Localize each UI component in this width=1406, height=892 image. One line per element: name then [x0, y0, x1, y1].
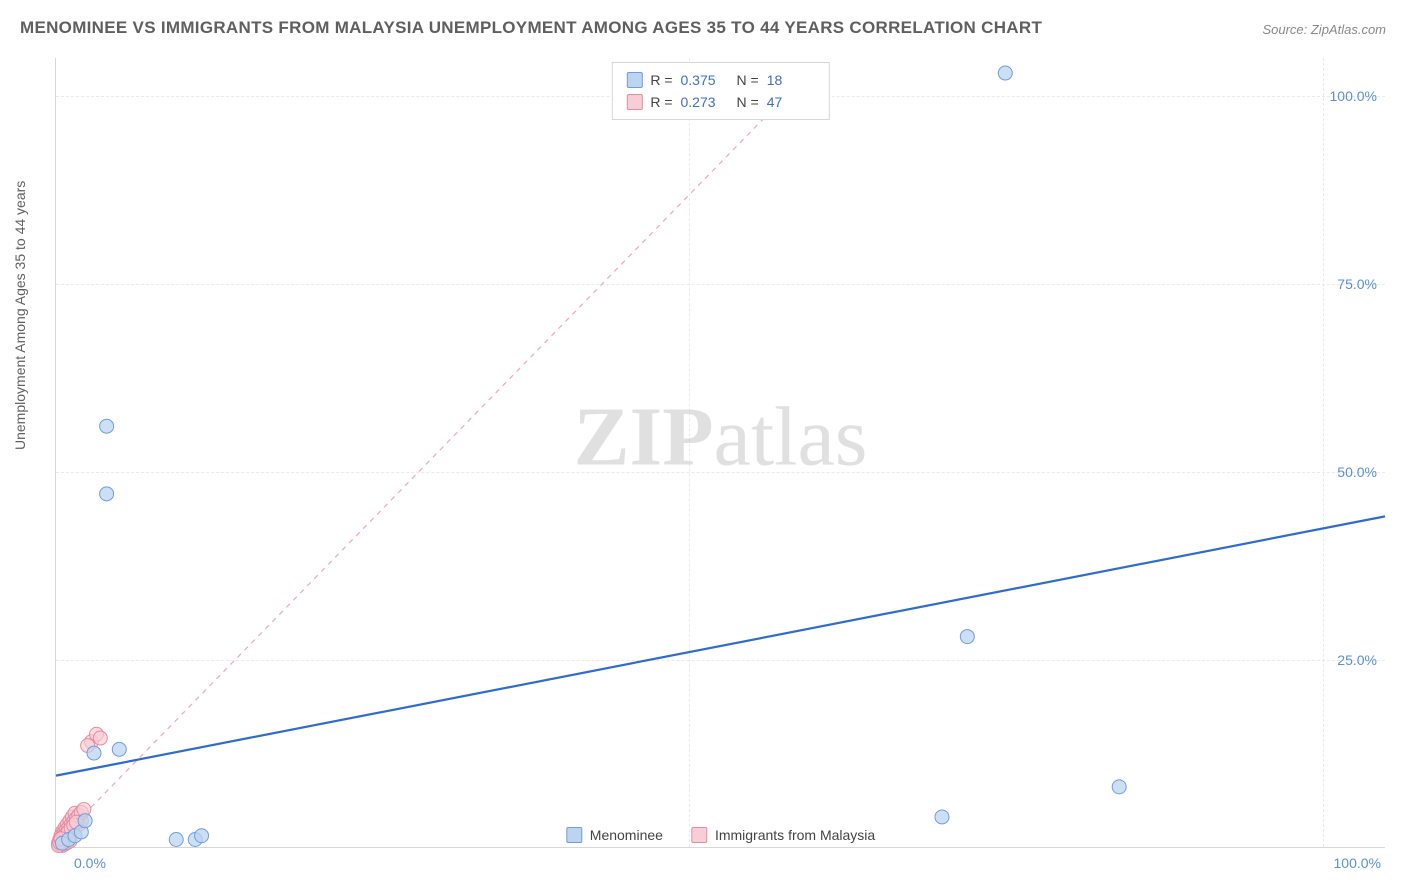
data-point	[195, 829, 209, 843]
data-point	[1112, 780, 1126, 794]
y-tick-label: 100.0%	[1330, 88, 1377, 104]
n-label-0: N =	[737, 69, 759, 91]
x-tick-label: 0.0%	[74, 855, 106, 871]
legend-item-0: Menominee	[566, 827, 663, 843]
data-point	[100, 487, 114, 501]
r-label-1: R =	[650, 91, 672, 113]
stats-row-0: R = 0.375 N = 18	[626, 69, 814, 91]
data-point	[100, 419, 114, 433]
trend-line	[56, 66, 815, 844]
y-tick-label: 50.0%	[1337, 464, 1377, 480]
r-value-0: 0.375	[681, 69, 729, 91]
chart-title: MENOMINEE VS IMMIGRANTS FROM MALAYSIA UN…	[20, 18, 1042, 38]
source-label: Source: ZipAtlas.com	[1262, 22, 1386, 37]
y-tick-label: 25.0%	[1337, 652, 1377, 668]
data-point	[935, 810, 949, 824]
r-label-0: R =	[650, 69, 672, 91]
y-tick-label: 75.0%	[1337, 276, 1377, 292]
swatch-1	[626, 94, 642, 110]
y-axis-label: Unemployment Among Ages 35 to 44 years	[12, 181, 28, 450]
n-value-0: 18	[767, 69, 815, 91]
data-point	[78, 814, 92, 828]
swatch-0	[626, 72, 642, 88]
legend-swatch-0	[566, 827, 582, 843]
x-tick-label: 100.0%	[1334, 855, 1381, 871]
r-value-1: 0.273	[681, 91, 729, 113]
data-point	[998, 66, 1012, 80]
n-label-1: N =	[737, 91, 759, 113]
stats-legend: R = 0.375 N = 18 R = 0.273 N = 47	[611, 62, 829, 120]
data-point	[960, 630, 974, 644]
data-point	[87, 746, 101, 760]
n-value-1: 47	[767, 91, 815, 113]
legend-swatch-1	[691, 827, 707, 843]
legend-label-0: Menominee	[590, 827, 663, 843]
trend-line	[56, 516, 1385, 775]
data-point	[112, 742, 126, 756]
stats-row-1: R = 0.273 N = 47	[626, 91, 814, 113]
legend-item-1: Immigrants from Malaysia	[691, 827, 875, 843]
data-point	[169, 832, 183, 846]
data-point	[93, 731, 107, 745]
plot-area: ZIPatlas R = 0.375 N = 18 R = 0.273 N = …	[55, 58, 1385, 848]
chart-svg	[56, 58, 1385, 847]
legend-label-1: Immigrants from Malaysia	[715, 827, 875, 843]
series-legend: Menominee Immigrants from Malaysia	[566, 827, 875, 843]
